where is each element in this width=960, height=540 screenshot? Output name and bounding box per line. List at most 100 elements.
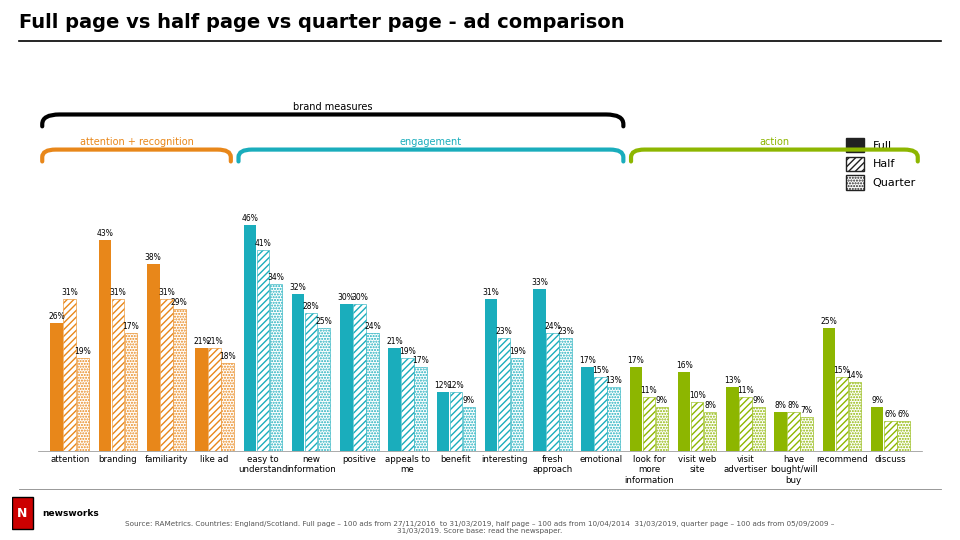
- Bar: [533, 289, 545, 451]
- Bar: [884, 421, 897, 451]
- Bar: [318, 328, 330, 451]
- Text: RAM: RAM: [862, 504, 898, 518]
- Text: 15%: 15%: [833, 366, 851, 375]
- Text: 9%: 9%: [656, 396, 668, 405]
- Bar: [485, 299, 497, 451]
- Bar: [353, 303, 366, 451]
- Text: 23%: 23%: [557, 327, 574, 336]
- Text: 30%: 30%: [351, 293, 368, 302]
- Text: 21%: 21%: [386, 337, 403, 346]
- Bar: [222, 362, 234, 451]
- Text: 34%: 34%: [268, 273, 284, 282]
- Text: 8%: 8%: [788, 401, 800, 410]
- Bar: [244, 225, 256, 451]
- Bar: [366, 333, 378, 451]
- Text: 21%: 21%: [193, 337, 210, 346]
- Text: 31%: 31%: [483, 288, 499, 297]
- Text: 46%: 46%: [241, 214, 258, 223]
- Bar: [173, 308, 185, 451]
- Bar: [51, 323, 63, 451]
- Text: 17%: 17%: [123, 322, 139, 331]
- Bar: [147, 265, 159, 451]
- Bar: [739, 397, 752, 451]
- Text: 31%: 31%: [109, 288, 127, 297]
- Bar: [256, 249, 269, 451]
- Bar: [787, 411, 800, 451]
- Bar: [77, 357, 89, 451]
- Text: N: N: [17, 507, 27, 520]
- Text: 17%: 17%: [579, 356, 596, 366]
- Bar: [546, 333, 559, 451]
- Bar: [775, 411, 787, 451]
- Bar: [594, 377, 607, 451]
- Text: 13%: 13%: [606, 376, 622, 385]
- Bar: [608, 387, 620, 451]
- Text: 19%: 19%: [399, 347, 416, 356]
- Text: 18%: 18%: [219, 352, 236, 361]
- Text: 6%: 6%: [884, 410, 897, 420]
- FancyBboxPatch shape: [12, 497, 33, 529]
- Bar: [388, 348, 401, 451]
- Bar: [849, 382, 861, 451]
- Text: 31%: 31%: [158, 288, 175, 297]
- Text: 12%: 12%: [447, 381, 465, 390]
- Text: 17%: 17%: [628, 356, 644, 366]
- Text: 11%: 11%: [640, 386, 658, 395]
- Text: 9%: 9%: [871, 396, 883, 405]
- Bar: [691, 402, 704, 451]
- Text: 32%: 32%: [290, 283, 306, 292]
- Text: 31%: 31%: [61, 288, 78, 297]
- Text: 14%: 14%: [847, 371, 863, 380]
- Bar: [463, 407, 475, 451]
- Bar: [726, 387, 738, 451]
- Bar: [801, 416, 813, 451]
- Text: 43%: 43%: [97, 229, 113, 238]
- Text: 10%: 10%: [689, 391, 706, 400]
- Bar: [678, 373, 690, 451]
- Bar: [704, 411, 716, 451]
- Text: newsworks: newsworks: [42, 509, 100, 518]
- Bar: [292, 294, 304, 451]
- Bar: [836, 377, 849, 451]
- Bar: [897, 421, 909, 451]
- Bar: [111, 299, 124, 451]
- Text: 11%: 11%: [737, 386, 754, 395]
- Bar: [582, 367, 594, 451]
- Bar: [656, 407, 668, 451]
- Text: engagement: engagement: [400, 137, 462, 147]
- Bar: [630, 367, 642, 451]
- Text: 9%: 9%: [463, 396, 475, 405]
- Text: 38%: 38%: [145, 253, 161, 262]
- Text: 7%: 7%: [801, 406, 813, 415]
- Text: 23%: 23%: [495, 327, 513, 336]
- Text: 12%: 12%: [435, 381, 451, 390]
- Text: 29%: 29%: [171, 298, 188, 307]
- Bar: [401, 357, 414, 451]
- Text: 25%: 25%: [316, 317, 332, 326]
- Bar: [871, 407, 883, 451]
- Bar: [437, 392, 449, 451]
- Text: 9%: 9%: [753, 396, 764, 405]
- Bar: [642, 397, 655, 451]
- Text: Source: RAMetrics. Countries: England/Scotland. Full page – 100 ads from 27/11/2: Source: RAMetrics. Countries: England/Sc…: [126, 521, 834, 534]
- Text: attention + recognition: attention + recognition: [80, 137, 194, 147]
- Bar: [415, 367, 427, 451]
- Bar: [498, 338, 511, 451]
- Text: action: action: [759, 137, 789, 147]
- Bar: [208, 348, 221, 451]
- Text: 8%: 8%: [775, 401, 786, 410]
- Text: 41%: 41%: [254, 239, 271, 248]
- Text: Full page vs half page vs quarter page - ad comparison: Full page vs half page vs quarter page -…: [19, 14, 625, 32]
- Bar: [63, 299, 76, 451]
- Text: 19%: 19%: [75, 347, 91, 356]
- Text: 15%: 15%: [592, 366, 609, 375]
- Circle shape: [929, 509, 945, 514]
- Bar: [99, 240, 111, 451]
- Text: 8%: 8%: [705, 401, 716, 410]
- Bar: [753, 407, 765, 451]
- Text: 30%: 30%: [338, 293, 355, 302]
- Bar: [823, 328, 835, 451]
- Bar: [449, 392, 462, 451]
- Text: 16%: 16%: [676, 361, 692, 370]
- Legend: Full, Half, Quarter: Full, Half, Quarter: [846, 138, 916, 190]
